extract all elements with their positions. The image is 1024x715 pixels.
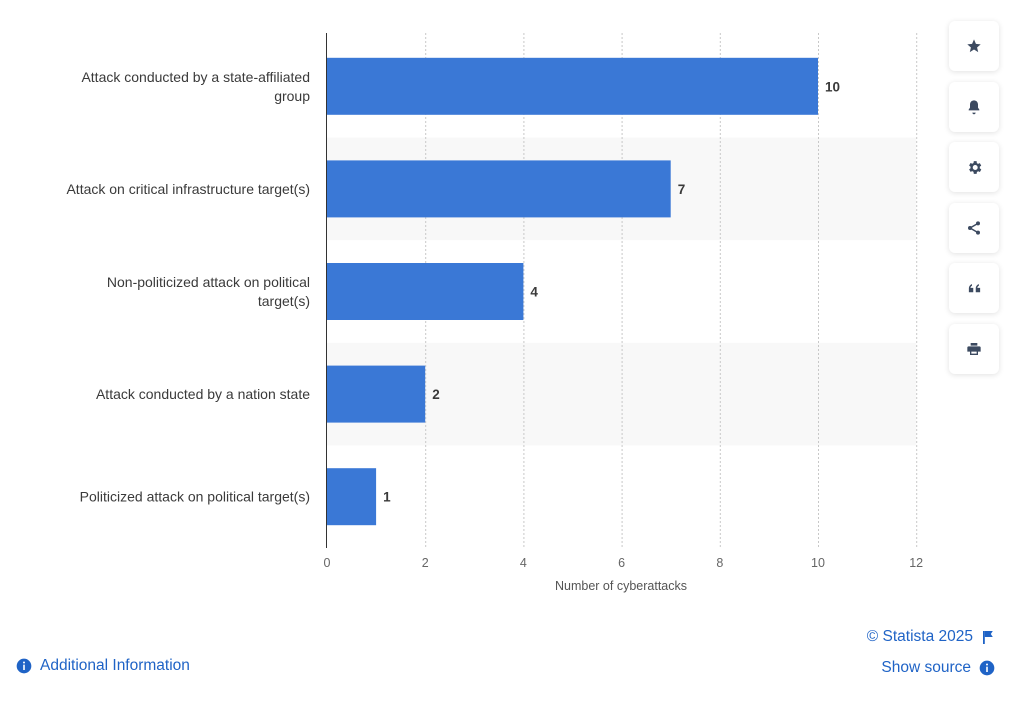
x-tick-label: 10 [811,556,825,570]
x-axis-title: Number of cyberattacks [555,579,687,593]
category-label: Attack on critical infrastructure target… [66,181,310,197]
value-label: 7 [678,182,686,197]
copyright: © Statista 2025 [867,628,994,646]
bar[interactable] [327,468,377,526]
notification-button[interactable] [949,81,999,132]
category-label-line: target(s) [258,293,310,309]
value-labels: 10 7 4 2 1 [383,79,840,504]
copyright-label: © Statista 2025 [866,628,973,645]
additional-information-label: Additional Information [40,657,190,674]
bars [327,57,818,526]
category-label: Politicized attack on political target(s… [80,489,310,505]
x-tick-labels: 0 2 4 6 8 10 12 [324,556,924,570]
category-label-line: Non-politicized attack on political [107,274,310,290]
print-icon [966,341,982,357]
bar[interactable] [327,365,426,423]
category-labels: Attack conducted by a state-affiliated gr… [66,69,310,505]
category-label-line: Attack conducted by a state-affiliated [81,69,310,85]
settings-button[interactable] [949,142,999,192]
bar[interactable] [327,263,524,320]
category-label-line: Politicized attack on political target(s… [80,489,310,505]
info-icon [979,660,995,676]
share-icon [966,220,982,236]
star-icon [966,38,982,54]
x-tick-label: 12 [909,556,923,570]
quote-icon [967,281,982,296]
x-tick-label: 0 [324,556,331,570]
bell-icon [966,99,982,115]
x-tick-label: 8 [716,556,723,570]
bar-chart: 10 7 4 2 1 Attack conducted by a state-affil… [66,33,924,593]
category-label-line: Attack conducted by a nation state [96,386,310,402]
x-tick-label: 6 [618,556,625,570]
value-label: 1 [383,490,391,505]
cite-button[interactable] [949,263,999,313]
bar[interactable] [327,160,671,218]
sidebar-toolbar [949,21,999,384]
gear-icon [966,159,983,176]
category-label: Attack conducted by a state-affiliated gr… [81,69,310,104]
show-source-link[interactable]: Show source [881,659,995,677]
value-label: 4 [530,285,538,300]
print-button[interactable] [949,323,999,374]
favorite-button[interactable] [949,21,999,71]
bar[interactable] [327,57,818,115]
category-label: Non-politicized attack on political targe… [107,274,310,309]
share-button[interactable] [949,202,999,253]
x-tick-label: 2 [422,556,429,570]
x-tick-label: 4 [520,556,527,570]
info-icon [16,658,32,674]
category-label-line: Attack on critical infrastructure target… [66,181,310,197]
additional-information-link[interactable]: Additional Information [16,657,190,675]
category-label: Attack conducted by a nation state [96,386,310,402]
flag-icon[interactable] [982,630,994,644]
value-label: 10 [825,79,840,94]
value-label: 2 [432,387,440,402]
show-source-label: Show source [881,659,971,676]
category-label-line: group [274,88,310,104]
